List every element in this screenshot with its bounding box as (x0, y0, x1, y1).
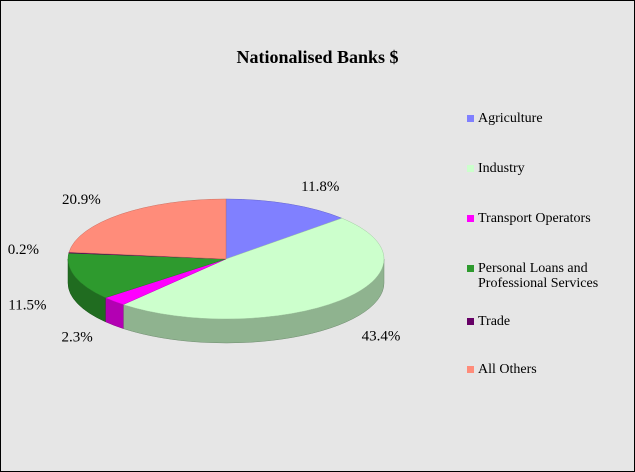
data-label: 43.4% (362, 328, 401, 344)
legend-entry: All Others (467, 362, 627, 377)
legend-label: Industry (478, 161, 525, 176)
legend-label: All Others (478, 362, 537, 377)
data-label: 20.9% (62, 192, 101, 208)
legend-swatch (467, 115, 474, 122)
legend-entry: Industry (467, 161, 627, 176)
legend-label: Trade (478, 314, 511, 329)
legend-entry: Personal Loans and Professional Services (467, 261, 627, 291)
legend-label: Agriculture (478, 111, 543, 126)
data-label: 11.8% (301, 179, 339, 195)
legend-swatch (467, 215, 474, 222)
legend-swatch (467, 165, 474, 172)
slice (225, 198, 343, 260)
data-label: 2.3% (61, 329, 92, 345)
legend-entry: Trade (467, 314, 627, 329)
slice (122, 217, 385, 320)
legend-label: Transport Operators (478, 211, 591, 226)
data-label: 11.5% (8, 298, 46, 314)
legend-label: Personal Loans and Professional Services (478, 261, 599, 291)
legend-swatch (467, 366, 474, 373)
legend-swatch (467, 318, 474, 325)
chart-title: Nationalised Banks $ (236, 47, 399, 67)
slice (67, 252, 227, 299)
legend-swatch (467, 265, 474, 272)
slice (68, 198, 227, 260)
legend-entry: Agriculture (467, 111, 627, 126)
data-label: 0.2% (8, 242, 39, 258)
legend-entry: Transport Operators (467, 211, 627, 226)
